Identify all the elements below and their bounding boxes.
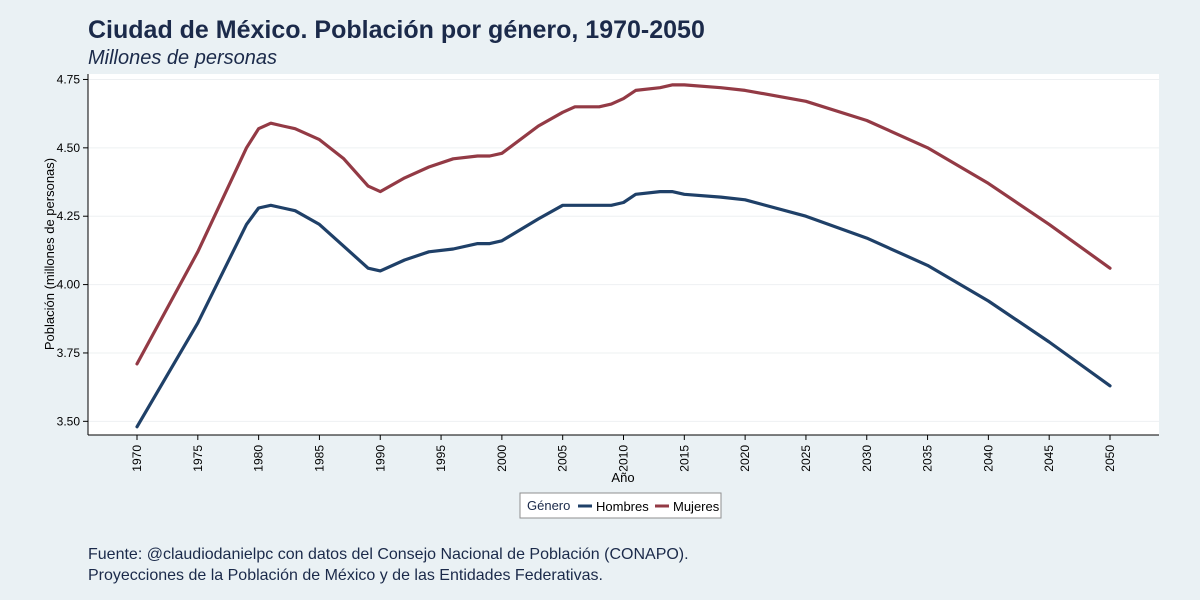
x-tick-label: 2000: [495, 445, 509, 472]
x-tick-label: 2035: [921, 445, 935, 472]
x-tick-label: 2030: [860, 445, 874, 472]
y-tick-label: 4.25: [57, 209, 81, 223]
x-tick-label: 2045: [1042, 445, 1056, 472]
chart-subtitle: Millones de personas: [88, 47, 277, 69]
series-line-hombres: [135, 190, 1112, 429]
plot-area: [88, 74, 1159, 435]
gridlines: [88, 78, 1159, 422]
x-tick-label: 1985: [312, 445, 326, 472]
y-tick-label: 3.75: [57, 346, 81, 360]
y-tick-label: 4.75: [57, 72, 81, 86]
legend: Género Hombres Mujeres: [519, 492, 722, 519]
caption-line-2: Proyecciones de la Población de México y…: [88, 567, 603, 584]
x-ticks: 1970 1975 1980 1985 1990 1995 2000 2005 2010 2015…: [130, 435, 1117, 472]
x-tick-label: 2015: [677, 445, 691, 472]
y-tick-label: 3.50: [57, 414, 81, 428]
x-tick-label: 2010: [617, 445, 631, 472]
legend-box: [519, 492, 722, 519]
series-line-mujeres: [135, 83, 1112, 366]
legend-label-mujeres: Mujeres: [673, 499, 720, 514]
x-tick-label: 1975: [191, 445, 205, 472]
x-tick-label: 1970: [130, 445, 144, 472]
x-tick-label: 1980: [252, 445, 266, 472]
x-tick-label: 2020: [738, 445, 752, 472]
x-tick-label: 2040: [981, 445, 995, 472]
series-lines: [135, 83, 1112, 429]
source-caption: Fuente: @claudiodanielpc con datos del C…: [88, 544, 689, 586]
y-ticks: 3.50 3.75 4.00 4.25 4.50 4.75: [57, 72, 88, 428]
y-tick-label: 4.50: [57, 141, 81, 155]
y-axis-label: Población (millones de personas): [42, 158, 57, 350]
chart-title: Ciudad de México. Población por género, …: [88, 16, 705, 44]
x-tick-label: 1995: [434, 445, 448, 472]
legend-title: Género: [527, 498, 570, 513]
caption-line-1: Fuente: @claudiodanielpc con datos del C…: [88, 546, 689, 563]
x-tick-label: 2025: [799, 445, 813, 472]
legend-label-hombres: Hombres: [596, 499, 649, 514]
x-tick-label: 2005: [556, 445, 570, 472]
x-tick-label: 2050: [1103, 445, 1117, 472]
y-tick-label: 4.00: [57, 278, 81, 292]
x-axis-label: Año: [611, 470, 634, 485]
x-tick-label: 1990: [373, 445, 387, 472]
